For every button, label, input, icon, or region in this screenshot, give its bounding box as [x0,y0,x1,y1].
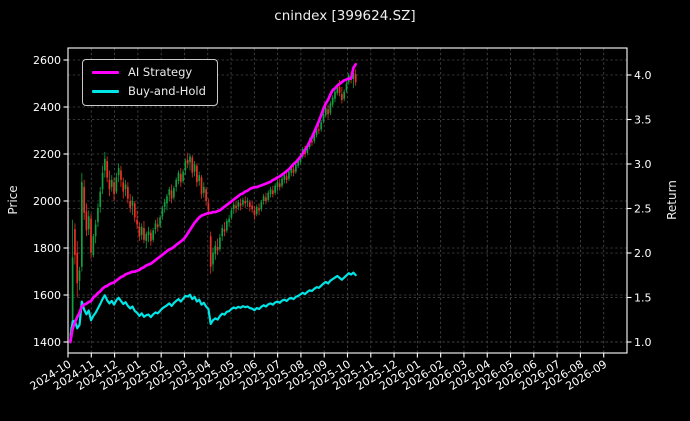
buy-and-hold-line [69,271,357,343]
y-axis-left-label: Price [6,185,20,215]
x-axis: 2024-102024-112024-122025-012025-022025-… [28,353,609,393]
buy-and-hold-swatch-icon [92,90,119,93]
svg-text:1600: 1600 [33,289,61,302]
svg-text:1.0: 1.0 [634,336,652,349]
legend-label: AI Strategy [128,65,193,79]
svg-text:1400: 1400 [33,336,61,349]
grid-layer [67,48,627,353]
legend-label: Buy-and-Hold [128,84,206,98]
svg-text:2200: 2200 [33,148,61,161]
chart-title: cnindex [399624.SZ] [274,8,416,24]
y-axis-right: 1.0 1.5 2.0 2.5 3.0 3.5 4.0 [627,69,652,349]
svg-text:1800: 1800 [33,242,61,255]
svg-text:4.0: 4.0 [634,69,652,82]
candles-layer [69,69,357,341]
svg-text:2.5: 2.5 [634,202,652,215]
svg-text:3.5: 3.5 [634,113,652,126]
ai-strategy-line [68,62,358,344]
svg-text:2600: 2600 [33,54,61,67]
svg-text:2.0: 2.0 [634,247,652,260]
legend-item-ai-strategy: AI Strategy [92,66,206,79]
svg-text:1.5: 1.5 [634,291,652,304]
ai-strategy-swatch-icon [92,71,119,74]
svg-text:2400: 2400 [33,101,61,114]
svg-text:3.0: 3.0 [634,158,652,171]
y-axis-right-label: Return [665,180,679,220]
y-axis-left: 1400 1600 1800 2000 2200 2400 2600 [33,54,68,349]
legend: AI Strategy Buy-and-Hold [82,59,218,106]
svg-text:2000: 2000 [33,195,61,208]
legend-item-buy-and-hold: Buy-and-Hold [92,85,206,98]
